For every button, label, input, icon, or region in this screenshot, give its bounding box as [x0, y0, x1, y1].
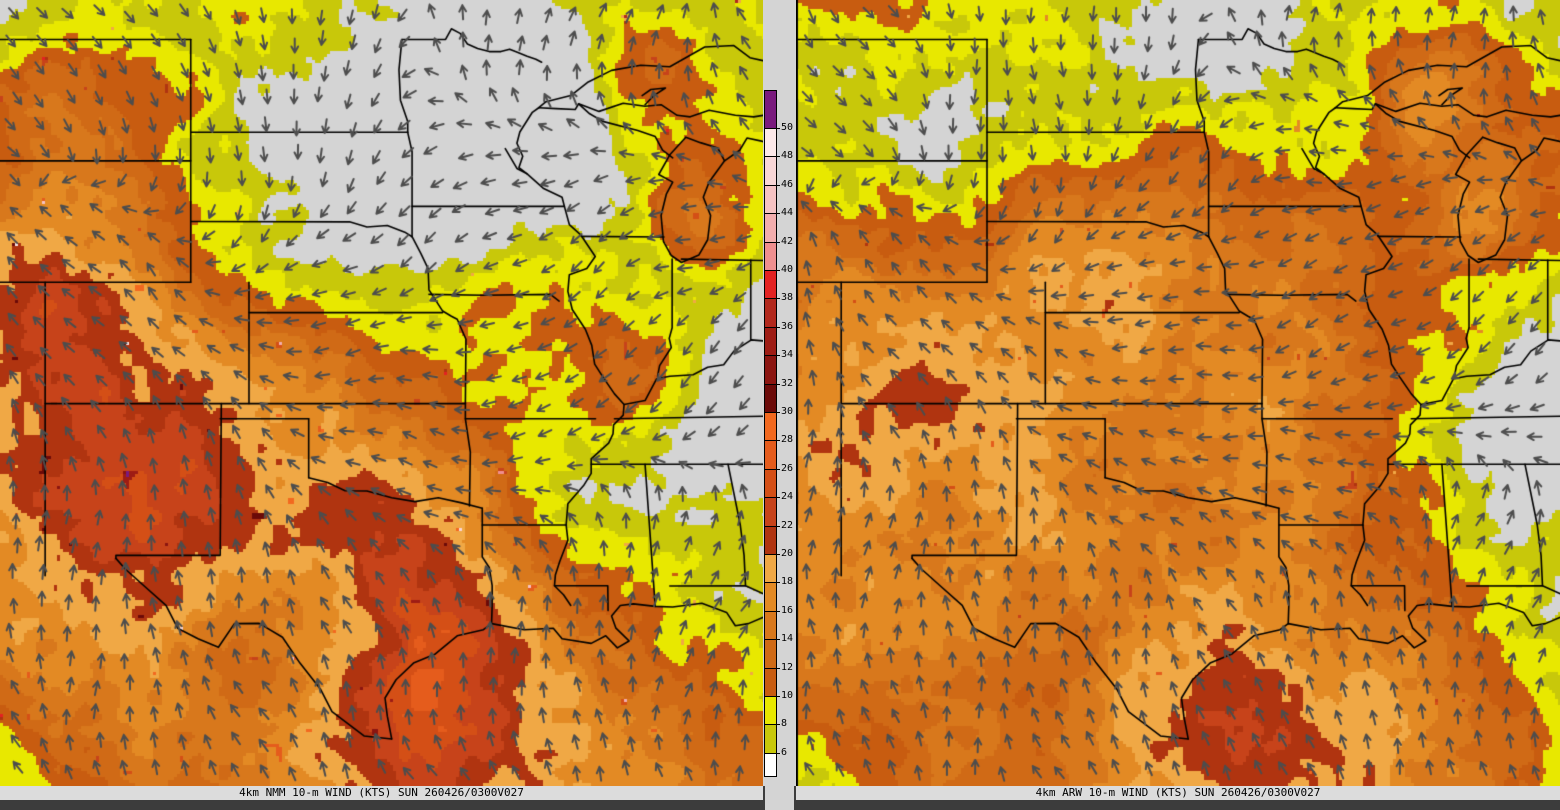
colorbar-segment: [765, 129, 776, 158]
colorbar-tick-label: 26: [781, 462, 794, 474]
colorbar-segment: [765, 725, 776, 754]
colorbar-tick-label: 30: [781, 406, 794, 417]
colorbar-segment: [765, 299, 776, 328]
colorbar-tick: [764, 724, 780, 726]
colorbar-tick: [764, 610, 780, 612]
colorbar-segment: [765, 356, 776, 385]
colorbar-tick-label: 32: [781, 377, 794, 389]
colorbar-tick-label: 12: [781, 661, 794, 673]
column-separator: [763, 786, 765, 810]
colorbar-tick: [764, 156, 780, 158]
arw-titlebar: 4km ARW 10-m WIND (KTS) SUN 260426/0300V…: [796, 786, 1560, 800]
colorbar-segment: [765, 583, 776, 612]
colorbar-tick-label: 46: [781, 178, 794, 190]
colorbar-tick-label: 28: [781, 434, 794, 446]
colorbar-segment: [765, 498, 776, 527]
colorbar-tick-label: 22: [781, 519, 794, 531]
colorbar-over-segment: [765, 91, 776, 129]
panel-nmm: 4km NMM 10-m WIND (KTS) SUN 260426/0300V…: [0, 0, 763, 810]
colorbar-tick-label: 20: [781, 548, 794, 559]
arw-title: 4km ARW 10-m WIND (KTS) SUN 260426/0300V…: [1035, 786, 1321, 799]
colorbar-tick: [764, 412, 780, 413]
colorbar-segment: [765, 668, 776, 697]
colorbar-tick: [764, 554, 780, 555]
colorbar-tick: [764, 383, 780, 385]
arw-map-canvas: [796, 0, 1560, 786]
colorbar-segment: [765, 413, 776, 442]
colorbar-bar: [764, 90, 777, 777]
colorbar-segment: [765, 327, 776, 357]
colorbar-tick-label: 48: [781, 150, 794, 162]
colorbar-tick-label: 24: [781, 491, 794, 503]
colorbar-tick: [764, 326, 780, 328]
nmm-title: 4km NMM 10-m WIND (KTS) SUN 260426/0300V…: [239, 786, 524, 799]
column-separator: [794, 786, 796, 810]
colorbar-column: 50 48 46 44 42 40 38 36 34 32 30 28 26 24 22 20 18 16 14 12…: [763, 0, 796, 810]
colorbar-tick: [764, 582, 780, 584]
colorbar-tick: [764, 241, 780, 243]
nmm-map-canvas: [0, 0, 763, 786]
colorbar-tick: [764, 440, 780, 442]
colorbar-segment: [765, 555, 776, 584]
colorbar-tick-label: 44: [781, 207, 794, 219]
colorbar-segment: [765, 214, 776, 243]
colorbar-tick-label: 36: [781, 320, 794, 332]
colorbar-tick: [764, 525, 780, 527]
colorbar-segment: [765, 526, 776, 555]
colorbar-tick-label: 50: [781, 122, 794, 133]
colorbar-segment: [765, 185, 776, 215]
bottom-strip: [0, 800, 763, 810]
colorbar-tick: [764, 355, 780, 357]
colorbar-under-segment: [765, 753, 776, 776]
colorbar-tick: [764, 184, 780, 186]
colorbar-segment: [765, 640, 776, 669]
colorbar-segment: [765, 611, 776, 641]
colorbar-segment: [765, 469, 776, 499]
colorbar-segment: [765, 242, 776, 271]
colorbar-tick-label: 42: [781, 235, 794, 247]
colorbar-tick: [764, 128, 780, 129]
colorbar-segment: [765, 384, 776, 413]
colorbar-tick-label: 40: [781, 264, 794, 275]
colorbar-tick: [764, 298, 780, 300]
colorbar-tick: [764, 270, 780, 271]
panel-arw: 4km ARW 10-m WIND (KTS) SUN 260426/0300V…: [796, 0, 1560, 810]
colorbar-tick-label: 10: [781, 690, 794, 701]
colorbar-tick: [764, 639, 780, 641]
nmm-titlebar: 4km NMM 10-m WIND (KTS) SUN 260426/0300V…: [0, 786, 763, 800]
colorbar-tick: [764, 468, 780, 470]
colorbar-segment: [765, 441, 776, 470]
colorbar-tick: [764, 667, 780, 669]
colorbar-segment: [765, 697, 776, 726]
bottom-strip: [796, 800, 1560, 810]
colorbar-tick-label: 6: [781, 746, 788, 758]
colorbar-tick: [764, 696, 780, 697]
colorbar-tick: [764, 497, 780, 499]
colorbar-tick-label: 8: [781, 718, 788, 730]
colorbar-tick-label: 38: [781, 292, 794, 304]
colorbar-tick-label: 18: [781, 576, 794, 588]
colorbar-tick: [764, 752, 780, 754]
colorbar-segment: [765, 157, 776, 186]
colorbar-segment: [765, 271, 776, 300]
colorbar-tick-label: 34: [781, 349, 794, 361]
colorbar-tick-label: 14: [781, 633, 794, 645]
colorbar-tick-label: 16: [781, 604, 794, 616]
colorbar-tick: [764, 213, 780, 215]
